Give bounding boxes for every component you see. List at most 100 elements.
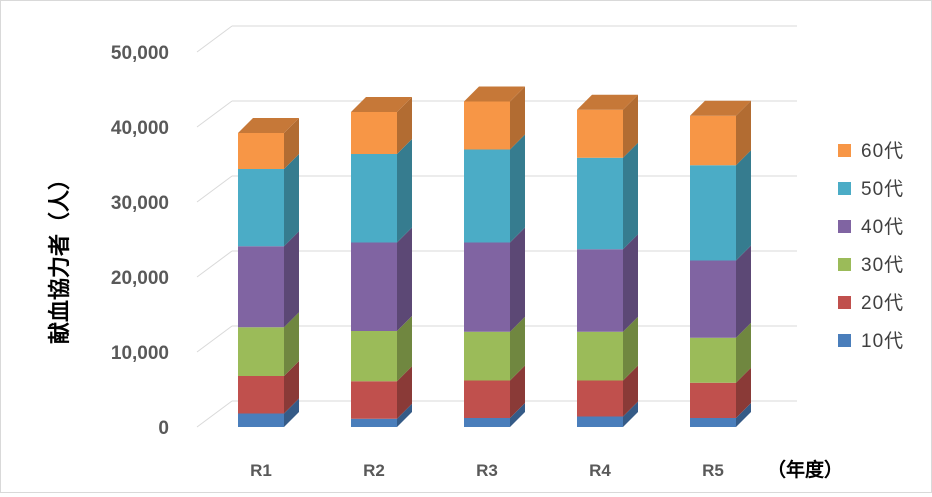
bar-segment <box>351 227 412 331</box>
bar-side <box>623 401 638 427</box>
y-tick-label: 10,000 <box>111 343 169 364</box>
x-category-label: R2 <box>363 461 385 480</box>
y-tick-label: 50,000 <box>111 43 169 64</box>
legend-label: 10代 <box>861 330 904 352</box>
bar-front <box>577 331 623 381</box>
bar-segment <box>577 401 638 427</box>
bar-side <box>736 322 751 383</box>
bar-segment <box>238 361 299 414</box>
bar-segment <box>351 316 412 382</box>
bar-segment <box>351 366 412 419</box>
bar-front <box>238 133 284 169</box>
bar-segment <box>464 316 525 381</box>
bar-side <box>397 227 412 331</box>
x-axis-categories: R1 R2 R3 R4 R5 <box>250 461 724 480</box>
bar-segment <box>577 234 638 332</box>
bar-top <box>464 86 525 102</box>
bar-side <box>510 227 525 332</box>
bar-side <box>510 403 525 427</box>
legend-swatch <box>838 144 851 157</box>
bar-side <box>284 118 299 169</box>
bar-side <box>623 365 638 417</box>
bar-stack <box>690 100 751 427</box>
bar-front <box>464 242 510 332</box>
bar-front <box>351 112 397 154</box>
bar-front <box>238 169 284 247</box>
bar-side <box>736 403 751 427</box>
bar-side <box>397 403 412 427</box>
bar-front <box>464 331 510 381</box>
x-unit-label: （年度） <box>767 458 843 481</box>
bar-segment <box>464 227 525 332</box>
bar-side <box>397 366 412 419</box>
bar-segment <box>238 312 299 376</box>
bar-segment <box>464 134 525 243</box>
bar-front <box>690 382 736 418</box>
bar-front <box>351 154 397 243</box>
bar-side <box>623 94 638 158</box>
gridline-floor <box>196 100 233 128</box>
bar-segment <box>577 142 638 250</box>
bar-front <box>464 149 510 243</box>
bar-top <box>238 118 299 133</box>
legend-swatch <box>838 220 851 233</box>
bar-side <box>284 398 299 427</box>
bar-stack <box>464 86 525 427</box>
bar-segment <box>238 118 299 169</box>
bar-segment <box>238 231 299 328</box>
gridline-floor <box>196 400 233 428</box>
bar-front <box>238 413 284 427</box>
legend: 60代 50代 40代 30代 20代 10代 <box>838 140 904 352</box>
gridline-floor <box>196 175 233 203</box>
bar-segment <box>464 86 525 150</box>
bar-top <box>690 100 751 116</box>
bar-side <box>510 316 525 381</box>
bar-segment <box>577 94 638 158</box>
legend-label: 30代 <box>861 254 904 276</box>
bar-segment <box>351 403 412 427</box>
legend-swatch <box>838 334 851 347</box>
bar-front <box>690 165 736 261</box>
bar-side <box>284 231 299 328</box>
legend-item: 20代 <box>838 292 904 314</box>
legend-swatch <box>838 182 851 195</box>
bar-front <box>351 381 397 419</box>
bar-segment <box>690 403 751 427</box>
bar-segment <box>464 403 525 427</box>
bar-segment <box>690 367 751 418</box>
bar-side <box>623 142 638 250</box>
bar-front <box>690 260 736 338</box>
bar-side <box>623 316 638 381</box>
bar-front <box>690 418 736 427</box>
bar-side <box>623 234 638 332</box>
bar-front <box>577 157 623 250</box>
bar-segment <box>577 316 638 381</box>
bar-stack <box>351 97 412 427</box>
bar-side <box>736 100 751 166</box>
bar-front <box>577 249 623 332</box>
bar-side <box>397 316 412 382</box>
bar-top <box>351 97 412 112</box>
bar-segment <box>464 365 525 418</box>
bar-side <box>510 365 525 418</box>
bar-front <box>464 101 510 150</box>
bar-front <box>690 337 736 383</box>
bar-side <box>510 134 525 243</box>
legend-label: 50代 <box>861 178 904 200</box>
bar-segment <box>351 97 412 154</box>
legend-item: 30代 <box>838 254 904 276</box>
bar-side <box>736 150 751 261</box>
x-category-label: R1 <box>250 461 272 480</box>
bar-front <box>351 242 397 331</box>
bar-front <box>577 380 623 417</box>
legend-swatch <box>838 296 851 309</box>
y-tick-label: 20,000 <box>111 268 169 289</box>
bar-stack <box>238 118 299 427</box>
bar-segment <box>238 398 299 427</box>
x-category-label: R5 <box>702 461 724 480</box>
legend-label: 20代 <box>861 292 904 314</box>
bar-side <box>284 361 299 414</box>
bar-front <box>464 380 510 418</box>
